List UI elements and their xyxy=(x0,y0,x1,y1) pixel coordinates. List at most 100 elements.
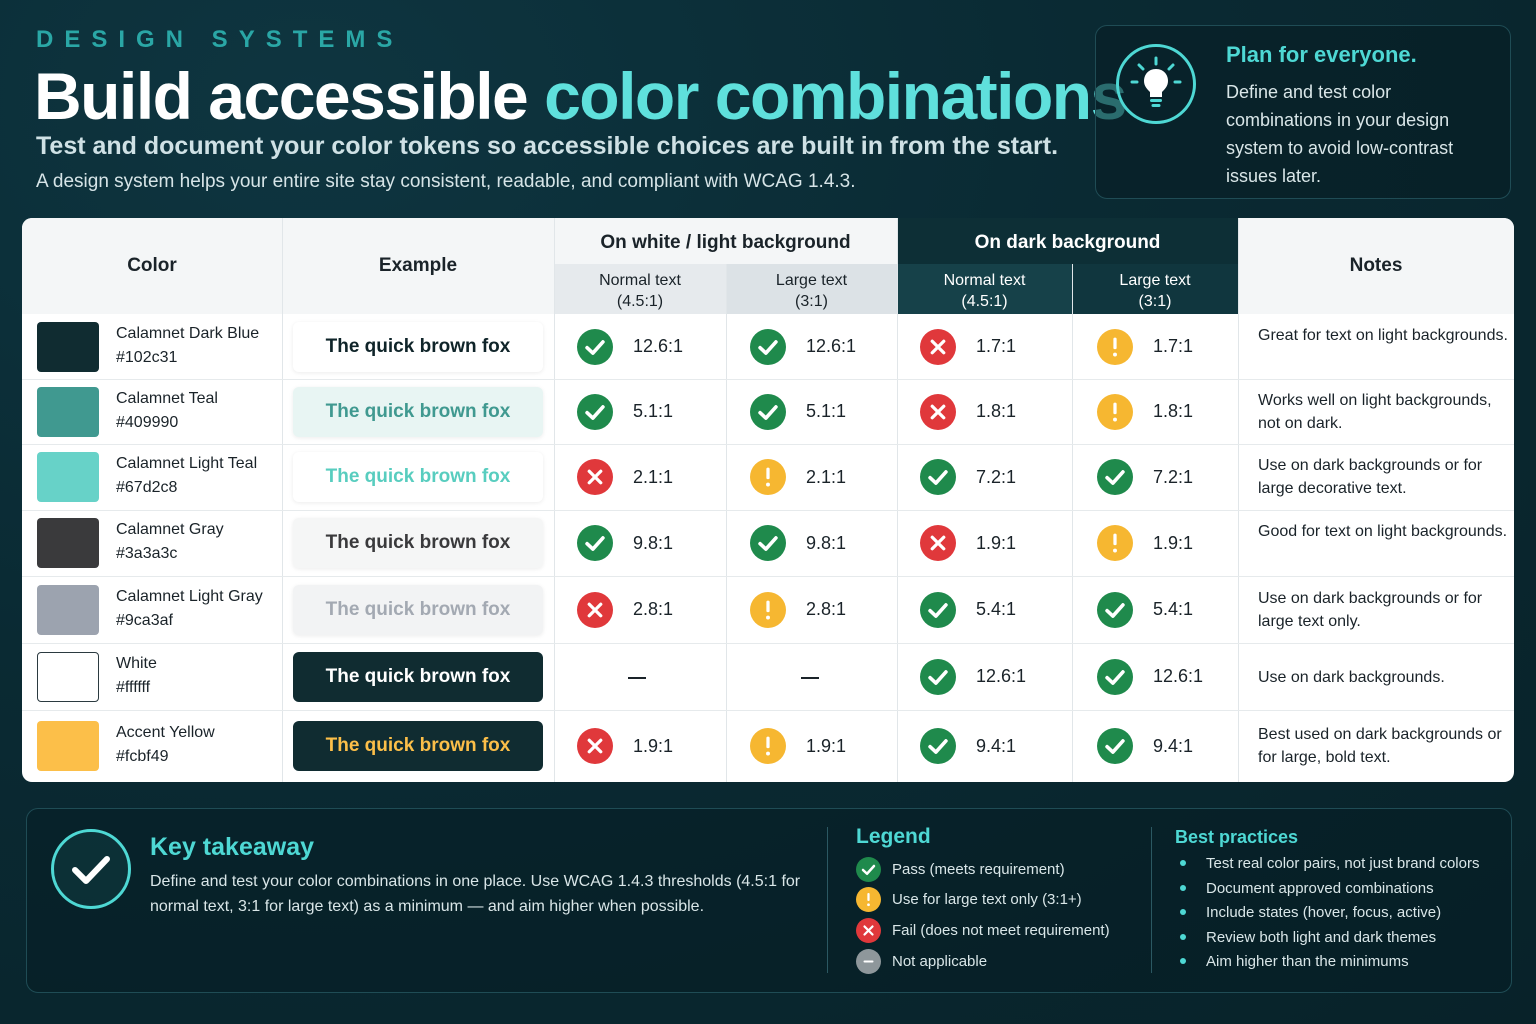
subheader-label: Normal text xyxy=(599,272,681,289)
header-notes: Notes xyxy=(1349,255,1403,276)
legend-label: Fail (does not meet requirement) xyxy=(892,922,1110,939)
contrast-result: 9.4:1 xyxy=(1097,728,1193,764)
x-icon xyxy=(577,591,613,628)
legend-label: Use for large text only (3:1+) xyxy=(892,891,1082,908)
page-subtitle: Test and document your color tokens so a… xyxy=(36,132,1059,160)
color-hex: #102c31 xyxy=(116,348,178,366)
contrast-result: 9.8:1 xyxy=(750,525,846,561)
contrast-ratio: 12.6:1 xyxy=(1153,666,1204,686)
color-swatch xyxy=(37,452,99,502)
check-icon xyxy=(920,591,956,628)
subheader-ratio: (4.5:1) xyxy=(961,293,1008,310)
not-applicable-dash xyxy=(628,676,646,679)
color-hex: #67d2c8 xyxy=(116,479,178,496)
best-practices-title: Best practices xyxy=(1175,827,1299,847)
page-description: A design system helps your entire site s… xyxy=(36,171,856,192)
contrast-result: 12.6:1 xyxy=(1097,658,1204,695)
best-practice-text: Include states (hover, focus, active) xyxy=(1206,904,1442,921)
contrast-result: 9.8:1 xyxy=(577,525,673,561)
warning-icon xyxy=(750,591,786,628)
check-icon xyxy=(920,728,956,764)
x-icon xyxy=(920,525,956,561)
check-icon xyxy=(750,525,786,561)
subheader-ratio: (3:1) xyxy=(795,293,828,310)
contrast-result: 2.8:1 xyxy=(750,591,847,628)
color-swatch xyxy=(37,518,99,568)
check-icon xyxy=(1097,459,1133,495)
contrast-result: 5.4:1 xyxy=(920,591,1017,628)
contrast-result: 1.9:1 xyxy=(1097,525,1193,561)
plan-card: Plan for everyone. Define and test color… xyxy=(1095,25,1511,199)
contrast-ratio: 9.8:1 xyxy=(633,532,674,553)
contrast-ratio: 12.6:1 xyxy=(976,666,1027,686)
color-hex: #409990 xyxy=(116,413,179,431)
contrast-result: 1.7:1 xyxy=(920,328,1016,365)
row-note: Great for text on light backgrounds. xyxy=(1258,326,1508,344)
contrast-ratio: 7.2:1 xyxy=(976,466,1017,487)
warning-icon xyxy=(1097,393,1133,430)
row-note: Best used on dark backgrounds or for lar… xyxy=(1258,726,1502,766)
contrast-ratio: 5.1:1 xyxy=(633,401,674,421)
plan-title: Plan for everyone. xyxy=(1226,42,1417,67)
contrast-ratio: 5.4:1 xyxy=(976,599,1017,619)
contrast-result: 1.9:1 xyxy=(920,525,1016,561)
contrast-ratio: 2.8:1 xyxy=(806,599,847,619)
x-icon xyxy=(856,918,881,943)
page-title: Build accessible color combinations xyxy=(34,58,1127,134)
contrast-ratio: 9.4:1 xyxy=(976,735,1017,756)
example-text: The quick brown fox xyxy=(293,651,543,702)
color-swatch xyxy=(37,321,99,372)
subheader-dark-large: Large text (3:1) xyxy=(1072,268,1238,314)
check-icon xyxy=(750,393,786,430)
contrast-result: 9.4:1 xyxy=(920,728,1016,764)
takeaway-panel: Key takeaway Define and test your color … xyxy=(26,808,1512,993)
contrast-result: 1.9:1 xyxy=(750,728,846,764)
legend-item: Not applicable xyxy=(856,949,987,974)
bullet-icon xyxy=(1180,860,1186,867)
title-accent: color combinations xyxy=(544,59,1127,133)
minus-icon xyxy=(856,949,881,974)
bullet-icon xyxy=(1180,884,1186,891)
example-text: The quick brown fox xyxy=(293,452,543,502)
contrast-ratio: 1.8:1 xyxy=(1153,401,1194,421)
subheader-ratio: (3:1) xyxy=(1138,293,1172,310)
contrast-result: 2.1:1 xyxy=(577,459,673,495)
bullet-icon xyxy=(1180,933,1186,940)
contrast-ratio: 7.2:1 xyxy=(1153,466,1194,487)
best-practice-text: Document approved combinations xyxy=(1206,879,1434,897)
color-name: White xyxy=(116,654,157,672)
warning-icon xyxy=(750,728,786,764)
check-icon xyxy=(1097,728,1133,764)
legend-item: Pass (meets requirement) xyxy=(856,857,1065,882)
contrast-result: 2.8:1 xyxy=(577,591,674,628)
best-practice-item: Document approved combinations xyxy=(1175,880,1434,897)
x-icon xyxy=(920,328,956,365)
contrast-ratio: 1.9:1 xyxy=(806,735,847,756)
contrast-result: 5.1:1 xyxy=(750,393,846,430)
check-icon xyxy=(856,857,881,882)
x-icon xyxy=(920,393,956,430)
best-practice-item: Aim higher than the minimums xyxy=(1175,953,1409,970)
lightbulb-icon xyxy=(1116,44,1196,124)
subheader-ratio: (4.5:1) xyxy=(616,293,664,310)
contrast-table: Color Example On white / light backgroun… xyxy=(22,218,1514,782)
bullet-icon xyxy=(1180,909,1186,916)
contrast-result: 7.2:1 xyxy=(1097,459,1193,495)
example-text: The quick brown fox xyxy=(293,584,543,635)
contrast-ratio: 2.8:1 xyxy=(633,599,674,619)
contrast-ratio: 12.6:1 xyxy=(633,336,684,356)
best-practice-item: Include states (hover, focus, active) xyxy=(1175,904,1441,921)
header-example: Example xyxy=(378,255,458,276)
takeaway-title: Key takeaway xyxy=(150,833,315,861)
color-name: Calamnet Gray xyxy=(116,521,224,538)
color-hex: #fcbf49 xyxy=(116,748,169,765)
eyebrow-label: DESIGN SYSTEMS xyxy=(36,26,404,53)
subheader-label: Large text xyxy=(775,272,848,289)
row-note: Use on dark backgrounds. xyxy=(1258,668,1445,686)
color-name: Calamnet Dark Blue xyxy=(116,324,260,342)
row-note: Use on dark backgrounds or for large dec… xyxy=(1258,457,1483,497)
plan-text: Define and test color combinations in yo… xyxy=(1226,82,1454,186)
not-applicable-dash xyxy=(801,676,819,679)
legend-label: Pass (meets requirement) xyxy=(892,861,1065,878)
best-practice-text: Review both light and dark themes xyxy=(1206,928,1437,946)
